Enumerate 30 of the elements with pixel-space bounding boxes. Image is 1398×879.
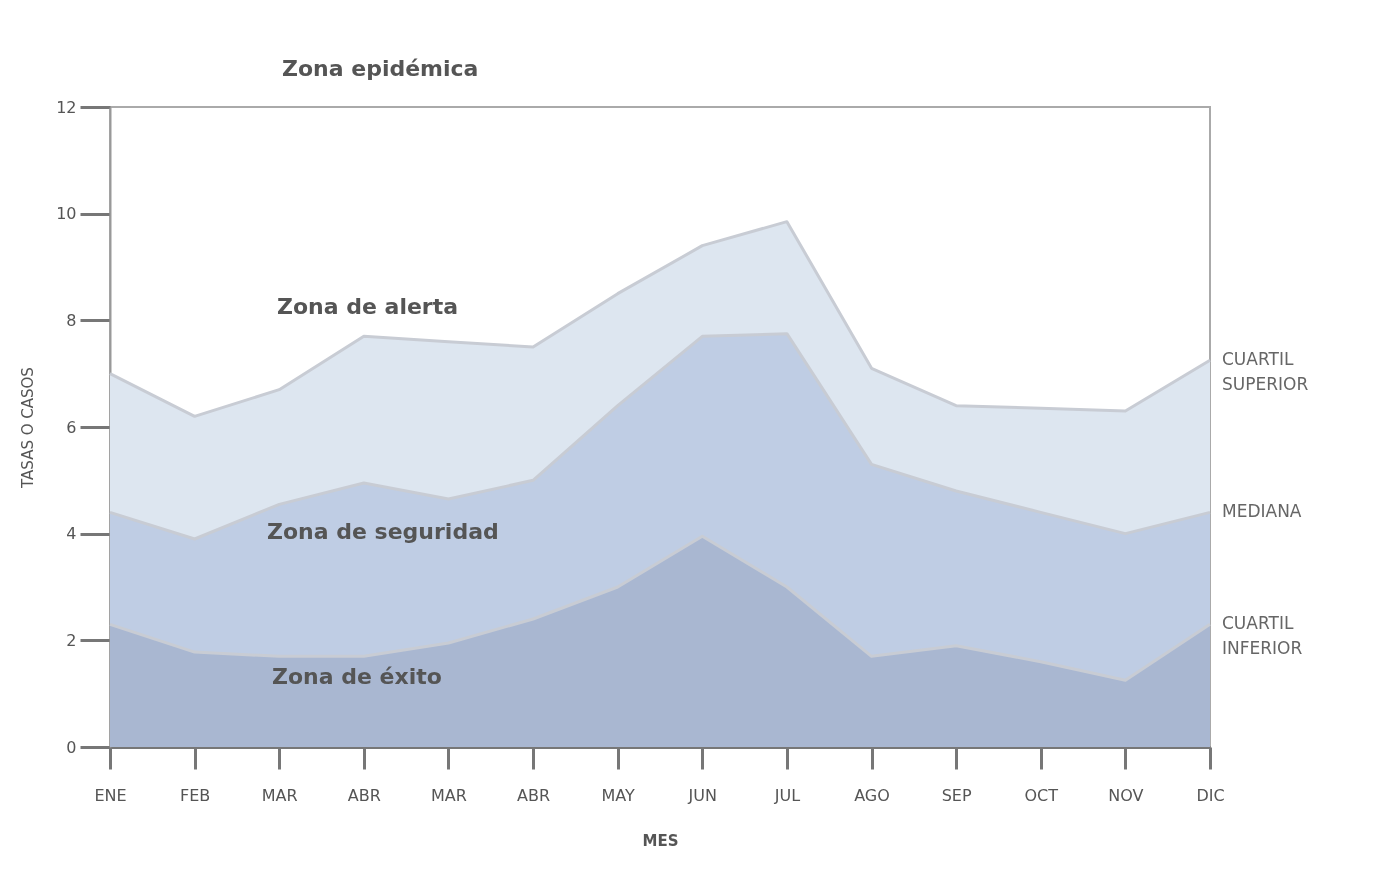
y-tick-label: 8	[66, 310, 77, 330]
x-tick-label: JUL	[773, 785, 801, 805]
x-tick-label: OCT	[1024, 785, 1059, 805]
x-tick-label: ABR	[347, 785, 381, 805]
annotation: Zona de alerta	[277, 294, 459, 319]
y-tick-label: 4	[66, 524, 77, 544]
x-tick-label: SEP	[941, 785, 972, 805]
x-tick-label: FEB	[179, 785, 211, 805]
x-tick-label: MAR	[261, 785, 298, 805]
x-axis-title: MES	[642, 831, 679, 850]
x-tick-label: ABR	[517, 785, 551, 805]
x-tick-label: JUN	[687, 785, 718, 805]
y-tick-label: 10	[56, 204, 77, 224]
x-tick-label: NOV	[1108, 785, 1144, 805]
series-label: CUARTIL SUPERIOR	[1222, 349, 1309, 395]
x-tick-label: DIC	[1196, 785, 1225, 805]
x-tick-label: AGO	[854, 785, 890, 805]
x-tick-label: ENE	[94, 785, 127, 805]
series-label: MEDIANA	[1222, 501, 1302, 522]
y-tick-label: 0	[66, 737, 77, 757]
annotation: Zona de éxito	[272, 664, 442, 689]
y-tick-label: 12	[56, 97, 77, 117]
series-label: CUARTIL INFERIOR	[1222, 613, 1303, 659]
x-tick-label: MAY	[601, 785, 636, 805]
annotation: Zona de seguridad	[267, 519, 499, 544]
x-tick-label: MAR	[431, 785, 467, 805]
text: Zona epidémica	[282, 56, 479, 81]
y-tick-label: 6	[66, 417, 77, 437]
y-tick-label: 2	[66, 630, 77, 650]
y-axis-title: TASAS O CASOS	[19, 367, 38, 489]
